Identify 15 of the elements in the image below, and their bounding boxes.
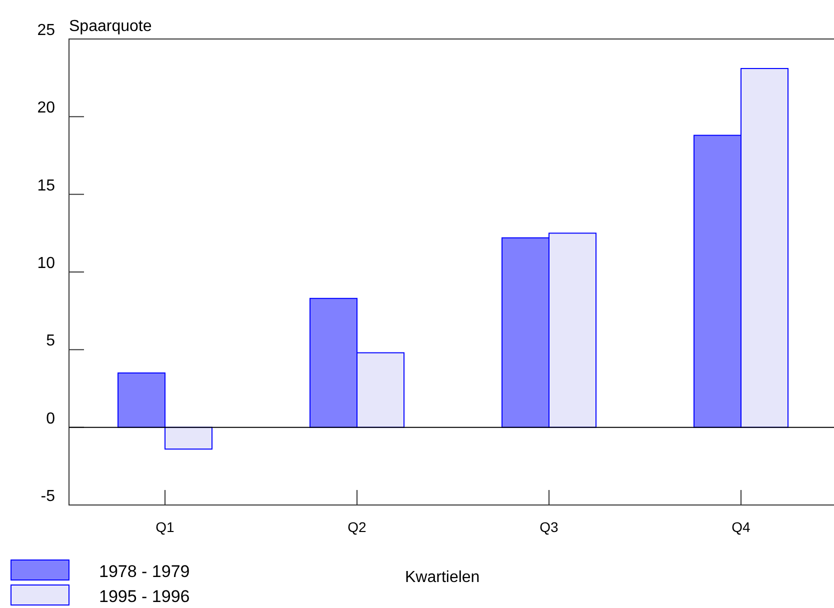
y-axis-title: Spaarquote bbox=[69, 18, 152, 35]
x-tick-label: Q2 bbox=[348, 519, 367, 535]
x-tick-label: Q4 bbox=[732, 519, 751, 535]
y-tick-label: -5 bbox=[40, 488, 56, 505]
x-tick-label: Q3 bbox=[540, 519, 559, 535]
y-tick-label: 10 bbox=[37, 255, 56, 272]
x-tick-label: Q1 bbox=[156, 519, 175, 535]
y-tick-label: 15 bbox=[37, 177, 56, 194]
legend-label: 1995 - 1996 bbox=[99, 587, 190, 606]
y-tick-label: 20 bbox=[37, 100, 56, 117]
y-tick-label: 5 bbox=[46, 332, 56, 350]
y-tick-label: 0 bbox=[46, 410, 56, 428]
x-axis-title: Kwartielen bbox=[405, 569, 480, 586]
y-tick-label: 25 bbox=[37, 22, 56, 39]
legend-label: 1978 - 1979 bbox=[99, 562, 190, 581]
